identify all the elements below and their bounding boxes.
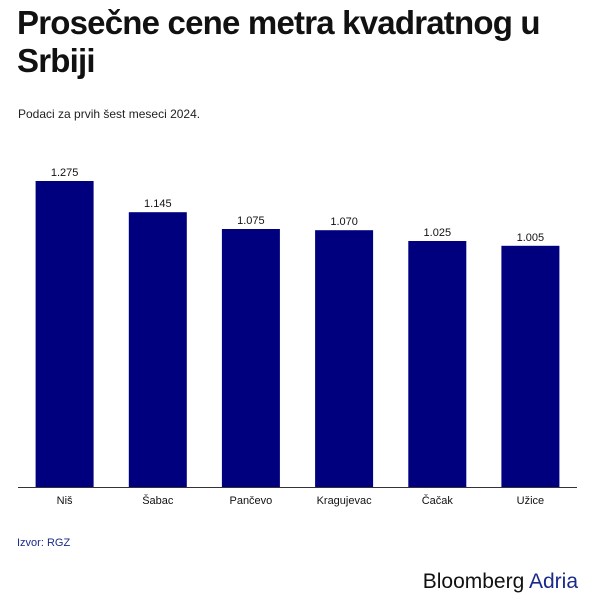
category-label-0: Niš [57, 495, 73, 507]
bar-0 [35, 181, 94, 487]
bars-group [35, 181, 560, 487]
bar-1 [128, 212, 187, 487]
value-label-5: 1.005 [517, 232, 545, 244]
chart-subtitle: Podaci za prvih šest meseci 2024. [18, 107, 201, 121]
brand-suffix: Adria [528, 570, 578, 593]
category-label-5: Užice [517, 495, 545, 507]
category-labels-group: Niš Šabac Pančevo Kragujevac Čačak Užice [57, 494, 545, 507]
category-label-3: Kragujevac [317, 495, 373, 507]
bar-4 [408, 241, 467, 487]
source-note: Izvor: RGZ [17, 537, 71, 549]
value-label-2: 1.075 [237, 215, 265, 227]
bloomberg-adria-logo: Bloomberg Adria [423, 570, 578, 594]
category-label-1: Šabac [142, 494, 174, 507]
category-label-2: Pančevo [229, 495, 272, 507]
bar-5 [501, 245, 560, 487]
value-label-3: 1.070 [330, 216, 358, 228]
category-label-4: Čačak [422, 494, 454, 507]
value-label-4: 1.025 [424, 227, 452, 239]
value-label-1: 1.145 [144, 198, 172, 210]
value-labels-group: 1.275 1.145 1.075 1.070 1.025 1.005 [51, 167, 544, 244]
chart-title: Prosečne cene metra kvadratnog u Srbiji [17, 4, 541, 79]
bar-2 [221, 229, 280, 487]
brand-name: Bloomberg [422, 570, 525, 593]
value-label-0: 1.275 [51, 167, 79, 179]
bar-3 [315, 230, 374, 487]
